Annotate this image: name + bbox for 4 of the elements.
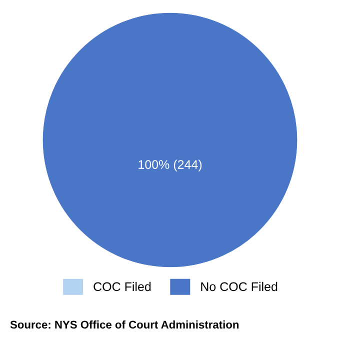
legend-label: COC Filed [94,282,151,292]
legend-label: No COC Filed [201,282,278,292]
data-label: 100% (244) [138,160,202,172]
source-note: Source: NYS Office of Court Administration [10,320,239,329]
